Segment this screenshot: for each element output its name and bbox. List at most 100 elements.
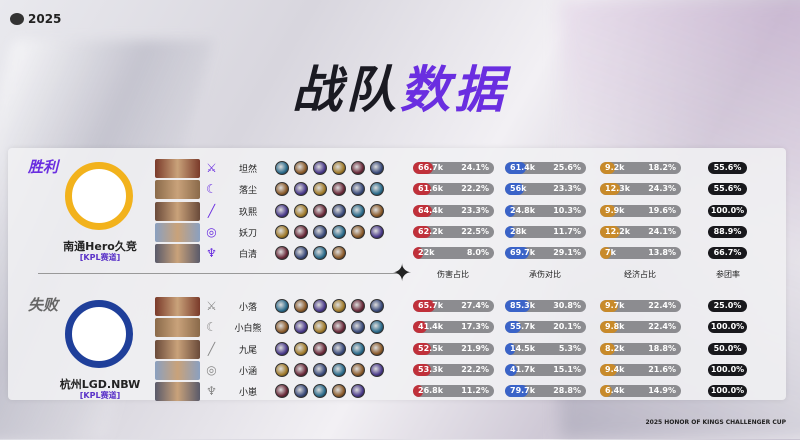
- tank-percent: 29.1%: [553, 248, 581, 258]
- item-icon: [332, 203, 346, 218]
- tank-value: 41.7k: [510, 364, 536, 374]
- tank-bar: 69.7k 29.1%: [505, 247, 586, 260]
- gold-bar-fill: [600, 300, 619, 312]
- item-list: [275, 224, 384, 239]
- item-icon: [351, 161, 365, 175]
- gold-percent: 14.9%: [648, 386, 676, 396]
- item-icon: [332, 182, 346, 197]
- tank-bar: 28k 11.7%: [505, 225, 586, 238]
- gold-bar-fill: [600, 342, 616, 355]
- item-icon: [294, 224, 308, 239]
- tank-percent: 30.8%: [553, 301, 581, 310]
- tank-bar-fill: [505, 300, 530, 312]
- item-icon: [351, 341, 365, 356]
- gold-percent: 22.4%: [648, 322, 676, 332]
- crest-icon: [10, 13, 24, 25]
- damage-bar: 65.7k 27.4%: [413, 300, 494, 312]
- title-part1: 战队: [292, 61, 400, 119]
- gold-bar-fill: [600, 183, 620, 196]
- damage-value: 41.4k: [418, 322, 444, 332]
- event-logo: 2025: [10, 12, 61, 26]
- gold-percent: 13.8%: [648, 248, 676, 258]
- tank-bar: 79.7k 28.8%: [505, 385, 586, 398]
- item-icon: [370, 299, 384, 313]
- item-icon: [313, 299, 327, 313]
- item-icon: [294, 161, 308, 175]
- item-icon: [332, 362, 346, 377]
- item-icon: [275, 224, 289, 239]
- player-name: 小落: [238, 303, 257, 313]
- kill-participation: 100.0%: [708, 204, 747, 217]
- gold-bar: 12.2k 24.1%: [600, 225, 681, 238]
- stats-panel: ✦ 伤害占比 承伤对比 经济占比 参团率 胜利 南通Hero久竞 [KPL赛道] ⚔ 坦…: [8, 148, 786, 402]
- damage-bar: 64.4k 23.3%: [413, 204, 494, 217]
- item-icon: [275, 246, 289, 261]
- item-icon: [275, 362, 289, 377]
- gold-value: 9.2k: [605, 163, 625, 172]
- gold-percent: 22.4%: [648, 301, 676, 310]
- item-icon: [313, 182, 327, 197]
- damage-percent: 21.9%: [461, 343, 489, 353]
- player-row: ☾ 落尘 61.6k 22.2% 56k 23.3% 12.3k 24.3% 55.6%: [8, 180, 786, 200]
- gold-value: 9.8k: [605, 322, 625, 332]
- tank-percent: 15.1%: [553, 364, 581, 374]
- damage-bar: 52.5k 21.9%: [413, 342, 494, 355]
- damage-value: 26.8k: [418, 386, 444, 396]
- tank-bar-fill: [505, 385, 529, 398]
- item-list: [275, 384, 365, 399]
- team-league: [KPL赛道]: [79, 391, 121, 400]
- gold-value: 7k: [605, 248, 616, 258]
- gold-bar-fill: [600, 225, 620, 238]
- player-name: 玖熙: [238, 207, 257, 218]
- damage-bar: 26.8k 11.2%: [413, 385, 494, 398]
- item-icon: [275, 203, 289, 218]
- item-list: [275, 161, 384, 175]
- player-name: 小崽: [238, 388, 257, 399]
- damage-value: 66.7k: [418, 163, 444, 172]
- damage-bar-fill: [413, 162, 433, 174]
- item-icon: [351, 320, 365, 335]
- tank-percent: 5.3%: [558, 343, 581, 353]
- item-icon: [294, 246, 308, 261]
- player-row: ☾ 小白熊 41.4k 17.3% 55.7k 20.1% 9.8k 22.4% 100.0%: [8, 318, 786, 338]
- tank-bar: 61.4k 25.6%: [505, 162, 586, 174]
- gold-bar: 9.2k 18.2%: [600, 162, 681, 174]
- kill-participation: 100.0%: [708, 363, 747, 376]
- item-icon: [275, 384, 289, 399]
- damage-bar-fill: [413, 363, 431, 376]
- gold-percent: 18.8%: [648, 343, 676, 353]
- player-row: ⚔ 小落 65.7k 27.4% 85.3k 30.8% 9.7k 22.4% 25.0%: [8, 297, 786, 316]
- gold-value: 6.4k: [605, 386, 625, 396]
- player-row: ◎ 妖刀 62.2k 22.5% 28k 11.7% 12.2k 24.1% 88.9%: [8, 222, 786, 242]
- item-list: [275, 246, 346, 261]
- tank-bar: 41.7k 15.1%: [505, 363, 586, 376]
- damage-bar-fill: [413, 300, 436, 312]
- tank-value: 28k: [510, 226, 527, 236]
- tank-bar-fill: [505, 183, 524, 196]
- item-icon: [294, 203, 308, 218]
- gold-bar-fill: [600, 363, 618, 376]
- item-icon: [294, 182, 308, 197]
- hero-portrait: [155, 360, 200, 380]
- item-icon: [332, 341, 346, 356]
- tank-bar: 55.7k 20.1%: [505, 321, 586, 334]
- tank-bar-fill: [505, 247, 529, 260]
- item-icon: [313, 203, 327, 218]
- mid-lane-icon: ╱: [207, 203, 216, 218]
- item-icon: [370, 320, 384, 335]
- tank-column-label: 承伤对比: [529, 270, 561, 279]
- title-part2: 数据: [400, 61, 508, 119]
- damage-percent: 24.1%: [461, 163, 489, 172]
- damage-bar: 66.7k 24.1%: [413, 162, 494, 174]
- farm-lane-icon: ◎: [206, 362, 217, 377]
- player-row: ╱ 玖熙 64.4k 23.3% 24.8k 10.3% 9.9k 19.6% 100.0%: [8, 201, 786, 221]
- item-icon: [351, 299, 365, 313]
- hero-portrait: [155, 244, 200, 264]
- tank-bar: 24.8k 10.3%: [505, 204, 586, 217]
- tank-percent: 10.3%: [553, 205, 581, 215]
- roam-icon: ♆: [206, 246, 217, 261]
- item-icon: [370, 341, 384, 356]
- tank-percent: 28.8%: [553, 386, 581, 396]
- item-icon: [370, 224, 384, 239]
- damage-value: 52.5k: [418, 343, 444, 353]
